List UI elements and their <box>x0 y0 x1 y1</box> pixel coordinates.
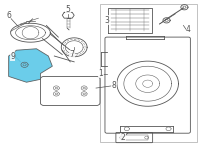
Text: 5: 5 <box>66 5 71 14</box>
Text: 6: 6 <box>6 11 11 20</box>
Text: 7: 7 <box>70 50 75 59</box>
Text: 9: 9 <box>10 52 15 61</box>
Text: 2: 2 <box>120 133 125 142</box>
Text: 1: 1 <box>99 69 103 78</box>
Text: 3: 3 <box>105 16 109 25</box>
Polygon shape <box>9 49 52 82</box>
Text: 4: 4 <box>186 25 191 34</box>
Bar <box>100 4 197 142</box>
Text: 8: 8 <box>112 81 116 90</box>
